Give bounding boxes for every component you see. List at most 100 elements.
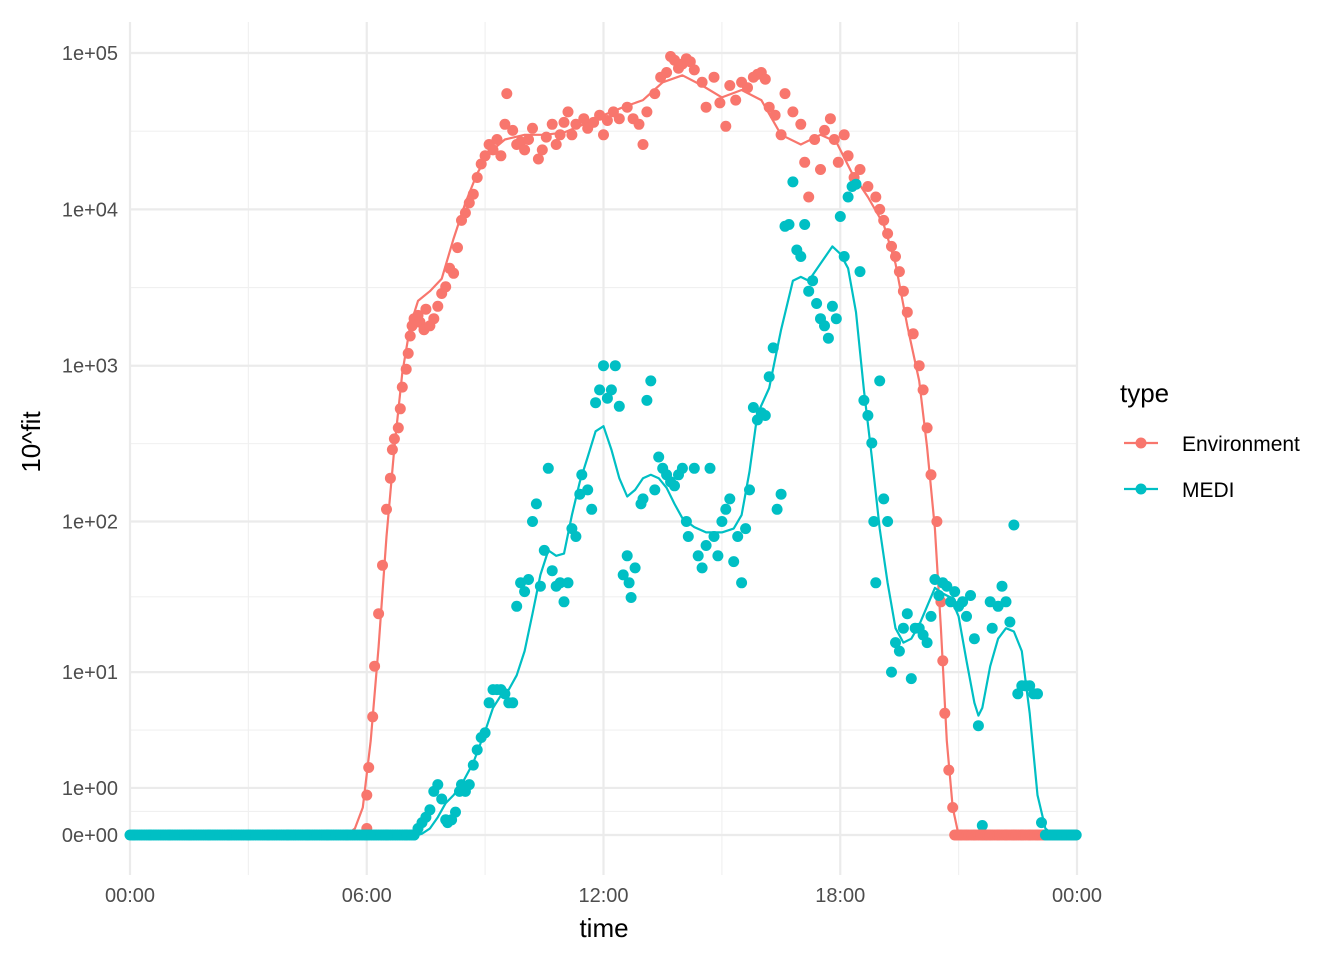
data-point-environment [523, 134, 534, 145]
data-point-medi [866, 437, 878, 449]
data-point-medi [621, 550, 633, 562]
data-point-medi [771, 503, 783, 515]
data-point-medi [1070, 829, 1082, 841]
data-point-medi [976, 820, 988, 831]
data-point-environment [803, 191, 815, 203]
y-tick-label: 1e+04 [62, 199, 118, 221]
data-point-environment [943, 764, 955, 776]
data-point-environment [463, 197, 475, 209]
data-point-environment [546, 118, 558, 130]
x-tick-label: 12:00 [578, 885, 628, 907]
data-point-medi [822, 332, 834, 344]
data-point-medi [708, 531, 720, 542]
data-point-medi [507, 697, 519, 709]
data-point-medi [732, 531, 744, 542]
y-tick-label: 1e+05 [62, 43, 118, 65]
data-point-medi [767, 342, 779, 354]
data-point-medi [594, 384, 606, 396]
data-point-environment [558, 116, 570, 128]
data-point-medi [961, 610, 972, 622]
data-point-environment [890, 251, 901, 262]
data-point-medi [1000, 596, 1012, 608]
data-point-environment [832, 156, 844, 168]
data-point-medi [826, 300, 838, 312]
x-axis-title: time [579, 913, 628, 943]
data-point-medi [890, 637, 901, 649]
data-point-environment [467, 188, 479, 200]
data-point-medi [1032, 688, 1043, 700]
data-point-environment [633, 118, 645, 130]
data-point-medi [1008, 519, 1020, 531]
data-point-environment [384, 472, 396, 484]
data-point-environment [388, 433, 400, 445]
data-point-medi [598, 360, 609, 372]
data-point-environment [404, 330, 416, 342]
data-point-environment [937, 655, 949, 667]
data-point-medi [862, 410, 874, 421]
data-point-medi [554, 577, 566, 589]
data-point-environment [714, 97, 726, 109]
data-point-environment [566, 129, 578, 141]
legend-key-point-medi [1135, 483, 1147, 495]
data-point-environment [769, 109, 781, 121]
data-point-medi [582, 484, 594, 496]
data-point-medi [682, 531, 694, 542]
data-point-medi [617, 569, 629, 581]
data-point-medi [795, 251, 807, 262]
data-point-medi [511, 600, 523, 612]
data-point-medi [530, 498, 542, 510]
data-point-environment [507, 124, 519, 136]
data-point-environment [931, 516, 943, 527]
data-point-medi [744, 484, 755, 496]
legend-label-environment: Environment [1182, 433, 1300, 456]
y-tick-label: 1e+00 [62, 778, 118, 800]
data-point-environment [917, 384, 929, 396]
data-point-environment [386, 444, 398, 456]
x-tick-label: 18:00 [815, 885, 865, 907]
data-point-environment [367, 711, 379, 723]
data-point-medi [986, 622, 998, 634]
x-tick-label: 00:00 [1052, 885, 1102, 907]
data-point-medi [759, 410, 771, 421]
data-point-environment [700, 101, 712, 113]
legend-item-medi: MEDI [1124, 479, 1235, 502]
data-point-environment [742, 82, 753, 94]
data-point-medi [716, 516, 728, 527]
data-point-environment [637, 139, 649, 150]
data-point-medi [625, 592, 637, 603]
data-point-medi [740, 523, 752, 535]
data-point-environment [925, 469, 937, 481]
y-axis-title: 10^fit [16, 411, 46, 473]
data-point-environment [394, 403, 406, 415]
data-point-environment [392, 422, 404, 434]
data-point-environment [921, 422, 933, 434]
data-point-environment [854, 164, 866, 175]
data-point-medi [925, 610, 937, 622]
data-point-medi [819, 320, 830, 332]
major-gridlines [128, 22, 1079, 875]
data-point-medi [901, 608, 913, 620]
data-point-environment [396, 381, 408, 393]
data-point-medi [669, 480, 680, 492]
data-point-medi [483, 697, 495, 709]
data-point-environment [828, 134, 840, 145]
data-point-environment [874, 203, 886, 215]
data-point-medi [933, 590, 945, 601]
data-point-medi [949, 586, 961, 598]
data-point-medi [688, 462, 700, 474]
data-point-medi [562, 577, 574, 589]
data-point-medi [712, 550, 724, 562]
data-point-environment [720, 120, 732, 132]
data-point-environment [824, 113, 836, 125]
data-point-medi [1036, 817, 1047, 829]
data-point-environment [809, 134, 821, 145]
data-point-environment [795, 118, 807, 130]
data-point-medi [1004, 616, 1016, 628]
data-point-environment [381, 503, 392, 515]
data-point-environment [578, 113, 590, 125]
data-point-medi [905, 673, 917, 685]
legend-item-environment: Environment [1124, 433, 1300, 456]
data-point-environment [815, 164, 826, 175]
data-point-medi [830, 313, 842, 325]
data-point-medi [842, 191, 854, 203]
